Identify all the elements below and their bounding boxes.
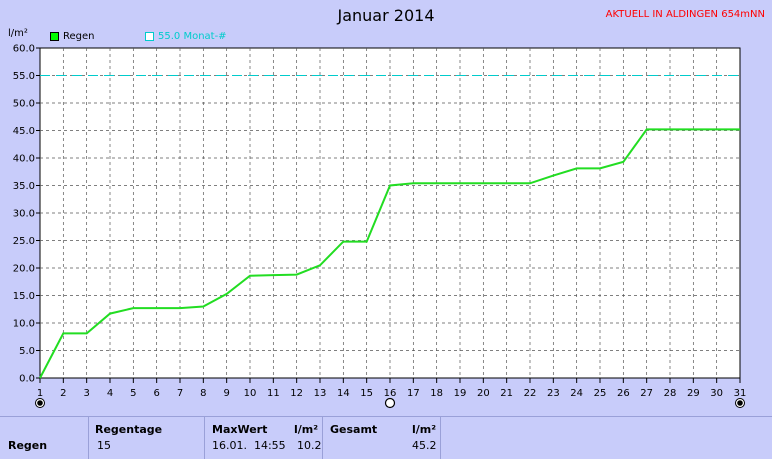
x-tick-label: 16 bbox=[384, 388, 397, 399]
gesamt-value: 45.2 bbox=[412, 439, 437, 452]
y-tick-label: 5.0 bbox=[19, 346, 35, 357]
x-tick-label: 23 bbox=[547, 388, 560, 399]
x-tick-label: 29 bbox=[687, 388, 700, 399]
series-layer bbox=[39, 75, 740, 379]
x-tick-label: 26 bbox=[617, 388, 630, 399]
x-tick-label: 7 bbox=[177, 388, 183, 399]
summary-row-cell: Regen bbox=[0, 417, 89, 459]
summary-row-label: Regen bbox=[8, 439, 48, 452]
y-tick-label: 45.0 bbox=[13, 126, 35, 137]
legend-swatch-regen bbox=[50, 32, 59, 41]
y-tick-label: 30.0 bbox=[13, 209, 35, 220]
rain-chart: 0.0 5.0 10.0 15.0 20.0 25.0 30.0 35.0 40.0 45.0 50… bbox=[13, 44, 747, 409]
x-tick-label: 2 bbox=[60, 388, 66, 399]
grid bbox=[40, 48, 740, 378]
legend-swatch-monat bbox=[145, 32, 154, 41]
legend-label-regen: Regen bbox=[63, 31, 95, 42]
x-tick-label: 25 bbox=[594, 388, 607, 399]
y-tick-label: 50.0 bbox=[13, 99, 35, 110]
gesamt-header: Gesamt bbox=[330, 423, 378, 436]
x-tick-label: 30 bbox=[710, 388, 723, 399]
x-tick-label: 13 bbox=[314, 388, 327, 399]
maxwert-header: MaxWert bbox=[212, 423, 268, 436]
x-tick-label: 31 bbox=[734, 388, 747, 399]
x-tick-label: 21 bbox=[500, 388, 513, 399]
day-marker bbox=[384, 397, 396, 409]
summary-panel: Regen Regentage 15 MaxWert l/m² 16.01. 1… bbox=[0, 416, 772, 459]
y-tick-label: 40.0 bbox=[13, 154, 35, 165]
x-tick-label: 18 bbox=[430, 388, 443, 399]
x-tick-label: 1 bbox=[37, 388, 43, 399]
y-tick-label: 55.0 bbox=[13, 71, 35, 82]
legend-item-monat: 55.0 Monat-# bbox=[145, 31, 227, 42]
chart-title: Januar 2014 bbox=[337, 6, 435, 25]
y-tick-label: 20.0 bbox=[13, 264, 35, 275]
x-tick-label: 9 bbox=[223, 388, 229, 399]
y-tick-label: 60.0 bbox=[13, 44, 35, 55]
x-tick-label: 19 bbox=[454, 388, 467, 399]
y-tick-label: 25.0 bbox=[13, 236, 35, 247]
x-tick-label: 3 bbox=[83, 388, 89, 399]
day-marker-dot bbox=[37, 400, 43, 406]
day-marker-dot bbox=[737, 400, 743, 406]
x-tick-label: 20 bbox=[477, 388, 490, 399]
gesamt-cell: Gesamt l/m² 45.2 bbox=[322, 417, 441, 459]
x-tick-label: 5 bbox=[130, 388, 136, 399]
x-tick-label: 11 bbox=[267, 388, 280, 399]
x-tick-label: 27 bbox=[640, 388, 653, 399]
x-tick-label: 8 bbox=[200, 388, 206, 399]
regentage-value: 15 bbox=[97, 439, 111, 452]
legend-label-monat: 55.0 Monat-# bbox=[158, 31, 227, 42]
x-tick-label: 10 bbox=[244, 388, 257, 399]
x-tick-label: 14 bbox=[337, 388, 350, 399]
x-tick-label: 28 bbox=[664, 388, 677, 399]
day-markers bbox=[35, 397, 745, 409]
station-label: AKTUELL IN ALDINGEN 654mNN bbox=[605, 9, 765, 20]
series-line-regen bbox=[39, 128, 740, 379]
maxwert-unit: l/m² bbox=[294, 423, 319, 436]
y-tick-label: 15.0 bbox=[13, 291, 35, 302]
maxwert-value: 10.2 bbox=[297, 439, 322, 452]
gesamt-unit: l/m² bbox=[412, 423, 437, 436]
regentage-cell: Regentage 15 bbox=[88, 417, 205, 459]
x-tick-label: 15 bbox=[360, 388, 373, 399]
x-tick-label: 12 bbox=[290, 388, 303, 399]
maxwert-cell: MaxWert l/m² 16.01. 14:55 10.2 bbox=[204, 417, 323, 459]
legend-item-regen: Regen bbox=[50, 31, 95, 42]
x-tick-label: 17 bbox=[407, 388, 420, 399]
x-axis: 1 2 3 4 5 6 7 8 9 10 11 12 13 14 15 16 17 18 19 20 21 22 23 24 2… bbox=[37, 378, 747, 399]
x-tick-label: 22 bbox=[524, 388, 537, 399]
maxwert-time: 16.01. 14:55 bbox=[212, 439, 286, 452]
x-tick-label: 24 bbox=[570, 388, 583, 399]
y-tick-label: 10.0 bbox=[13, 319, 35, 330]
regentage-header: Regentage bbox=[95, 423, 163, 436]
x-tick-label: 6 bbox=[153, 388, 159, 399]
y-axis: 0.0 5.0 10.0 15.0 20.0 25.0 30.0 35.0 40.0 45.0 50… bbox=[13, 44, 40, 385]
x-tick-label: 4 bbox=[107, 388, 113, 399]
y-tick-label: 0.0 bbox=[19, 374, 35, 385]
y-tick-label: 35.0 bbox=[13, 181, 35, 192]
y-axis-unit: l/m² bbox=[8, 28, 28, 39]
